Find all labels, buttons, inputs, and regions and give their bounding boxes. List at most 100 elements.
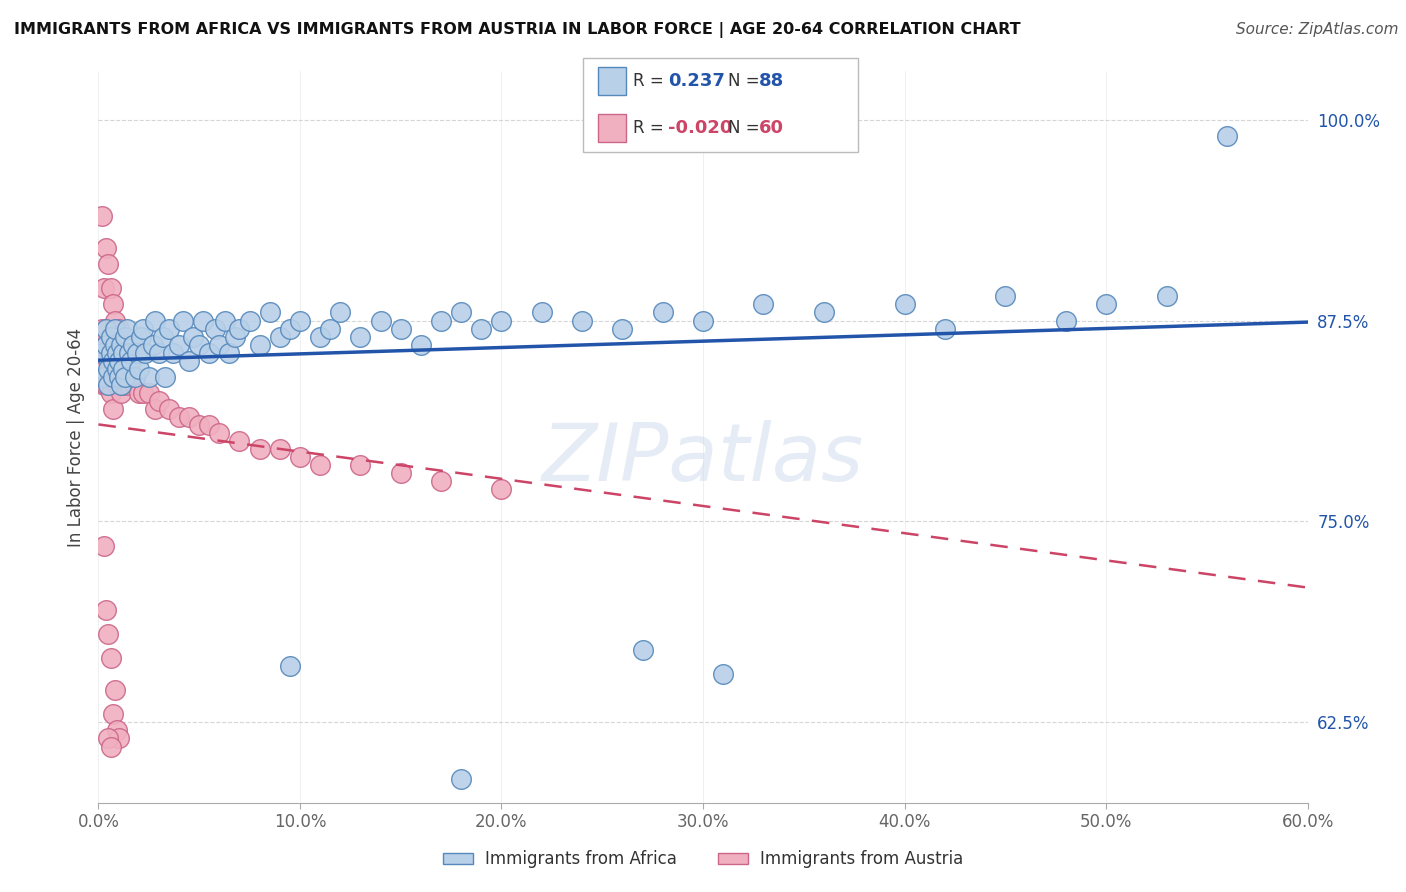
Point [571, 313, 593, 327]
Point [143, 313, 166, 327]
Point [91, 321, 114, 335]
Point [129, 329, 152, 343]
Point [96, 337, 118, 351]
Point [167, 409, 190, 424]
Text: 88: 88 [759, 72, 785, 90]
Point [100, 385, 122, 400]
Point [198, 345, 221, 359]
Point [114, 369, 136, 384]
Point [103, 321, 125, 335]
Point [97, 627, 120, 641]
Point [249, 337, 271, 351]
Point [97, 353, 120, 368]
Point [97, 361, 120, 376]
Text: R =: R = [633, 119, 669, 137]
Point [148, 393, 170, 408]
Point [612, 321, 634, 335]
Point [319, 321, 342, 335]
Point [96, 377, 118, 392]
Point [153, 369, 176, 384]
Point [125, 345, 148, 359]
Point [124, 377, 146, 392]
Point [97, 731, 120, 746]
Point [93, 281, 115, 295]
Point [124, 369, 146, 384]
Point [138, 369, 160, 384]
Text: R =: R = [633, 72, 669, 90]
Point [239, 313, 262, 327]
Point [107, 369, 129, 384]
Point [111, 361, 134, 376]
Point [269, 329, 291, 343]
Point [120, 353, 142, 368]
Legend: Immigrants from Africa, Immigrants from Austria: Immigrants from Africa, Immigrants from … [436, 844, 970, 875]
Point [107, 369, 129, 384]
Point [118, 345, 141, 359]
Point [107, 353, 129, 368]
Point [259, 305, 281, 319]
Point [118, 377, 141, 392]
Point [162, 345, 184, 359]
Point [105, 361, 128, 376]
Text: N =: N = [728, 72, 765, 90]
Point [1216, 128, 1239, 143]
Point [93, 369, 115, 384]
Point [103, 683, 125, 698]
Point [100, 281, 122, 295]
Point [91, 345, 114, 359]
Point [278, 659, 301, 673]
Point [103, 313, 125, 327]
Text: N =: N = [728, 119, 765, 137]
Point [288, 313, 311, 327]
Point [224, 329, 246, 343]
Point [103, 337, 125, 351]
Point [934, 321, 956, 335]
Point [893, 297, 915, 311]
Point [198, 417, 221, 432]
Point [651, 305, 673, 319]
Point [134, 345, 156, 359]
Point [132, 321, 155, 335]
Point [115, 361, 138, 376]
Point [269, 442, 291, 457]
Point [370, 313, 392, 327]
Point [100, 345, 122, 359]
Point [193, 313, 215, 327]
Point [96, 241, 118, 255]
Point [167, 337, 190, 351]
Point [188, 417, 211, 432]
Point [218, 345, 240, 359]
Text: Source: ZipAtlas.com: Source: ZipAtlas.com [1236, 22, 1399, 37]
Point [711, 667, 734, 681]
Point [450, 305, 472, 319]
Point [491, 313, 513, 327]
Point [115, 321, 138, 335]
Point [409, 337, 432, 351]
Point [228, 321, 250, 335]
Point [1054, 313, 1077, 327]
Point [389, 321, 412, 335]
Point [96, 321, 118, 335]
Point [107, 321, 129, 335]
Point [100, 651, 122, 665]
Point [132, 385, 155, 400]
Point [349, 329, 371, 343]
Point [96, 603, 118, 617]
Text: 0.237: 0.237 [668, 72, 724, 90]
Text: 60: 60 [759, 119, 785, 137]
Point [152, 329, 174, 343]
Point [172, 313, 194, 327]
Text: -0.020: -0.020 [668, 119, 733, 137]
Point [309, 458, 332, 473]
Text: ZIPatlas: ZIPatlas [541, 420, 865, 498]
Point [249, 442, 271, 457]
Point [179, 409, 201, 424]
Point [148, 345, 170, 359]
Point [100, 739, 122, 754]
Point [121, 337, 143, 351]
Text: IMMIGRANTS FROM AFRICA VS IMMIGRANTS FROM AUSTRIA IN LABOR FORCE | AGE 20-64 COR: IMMIGRANTS FROM AFRICA VS IMMIGRANTS FRO… [14, 22, 1021, 38]
Point [107, 731, 129, 746]
Point [111, 353, 134, 368]
Point [93, 377, 115, 392]
Point [142, 337, 165, 351]
